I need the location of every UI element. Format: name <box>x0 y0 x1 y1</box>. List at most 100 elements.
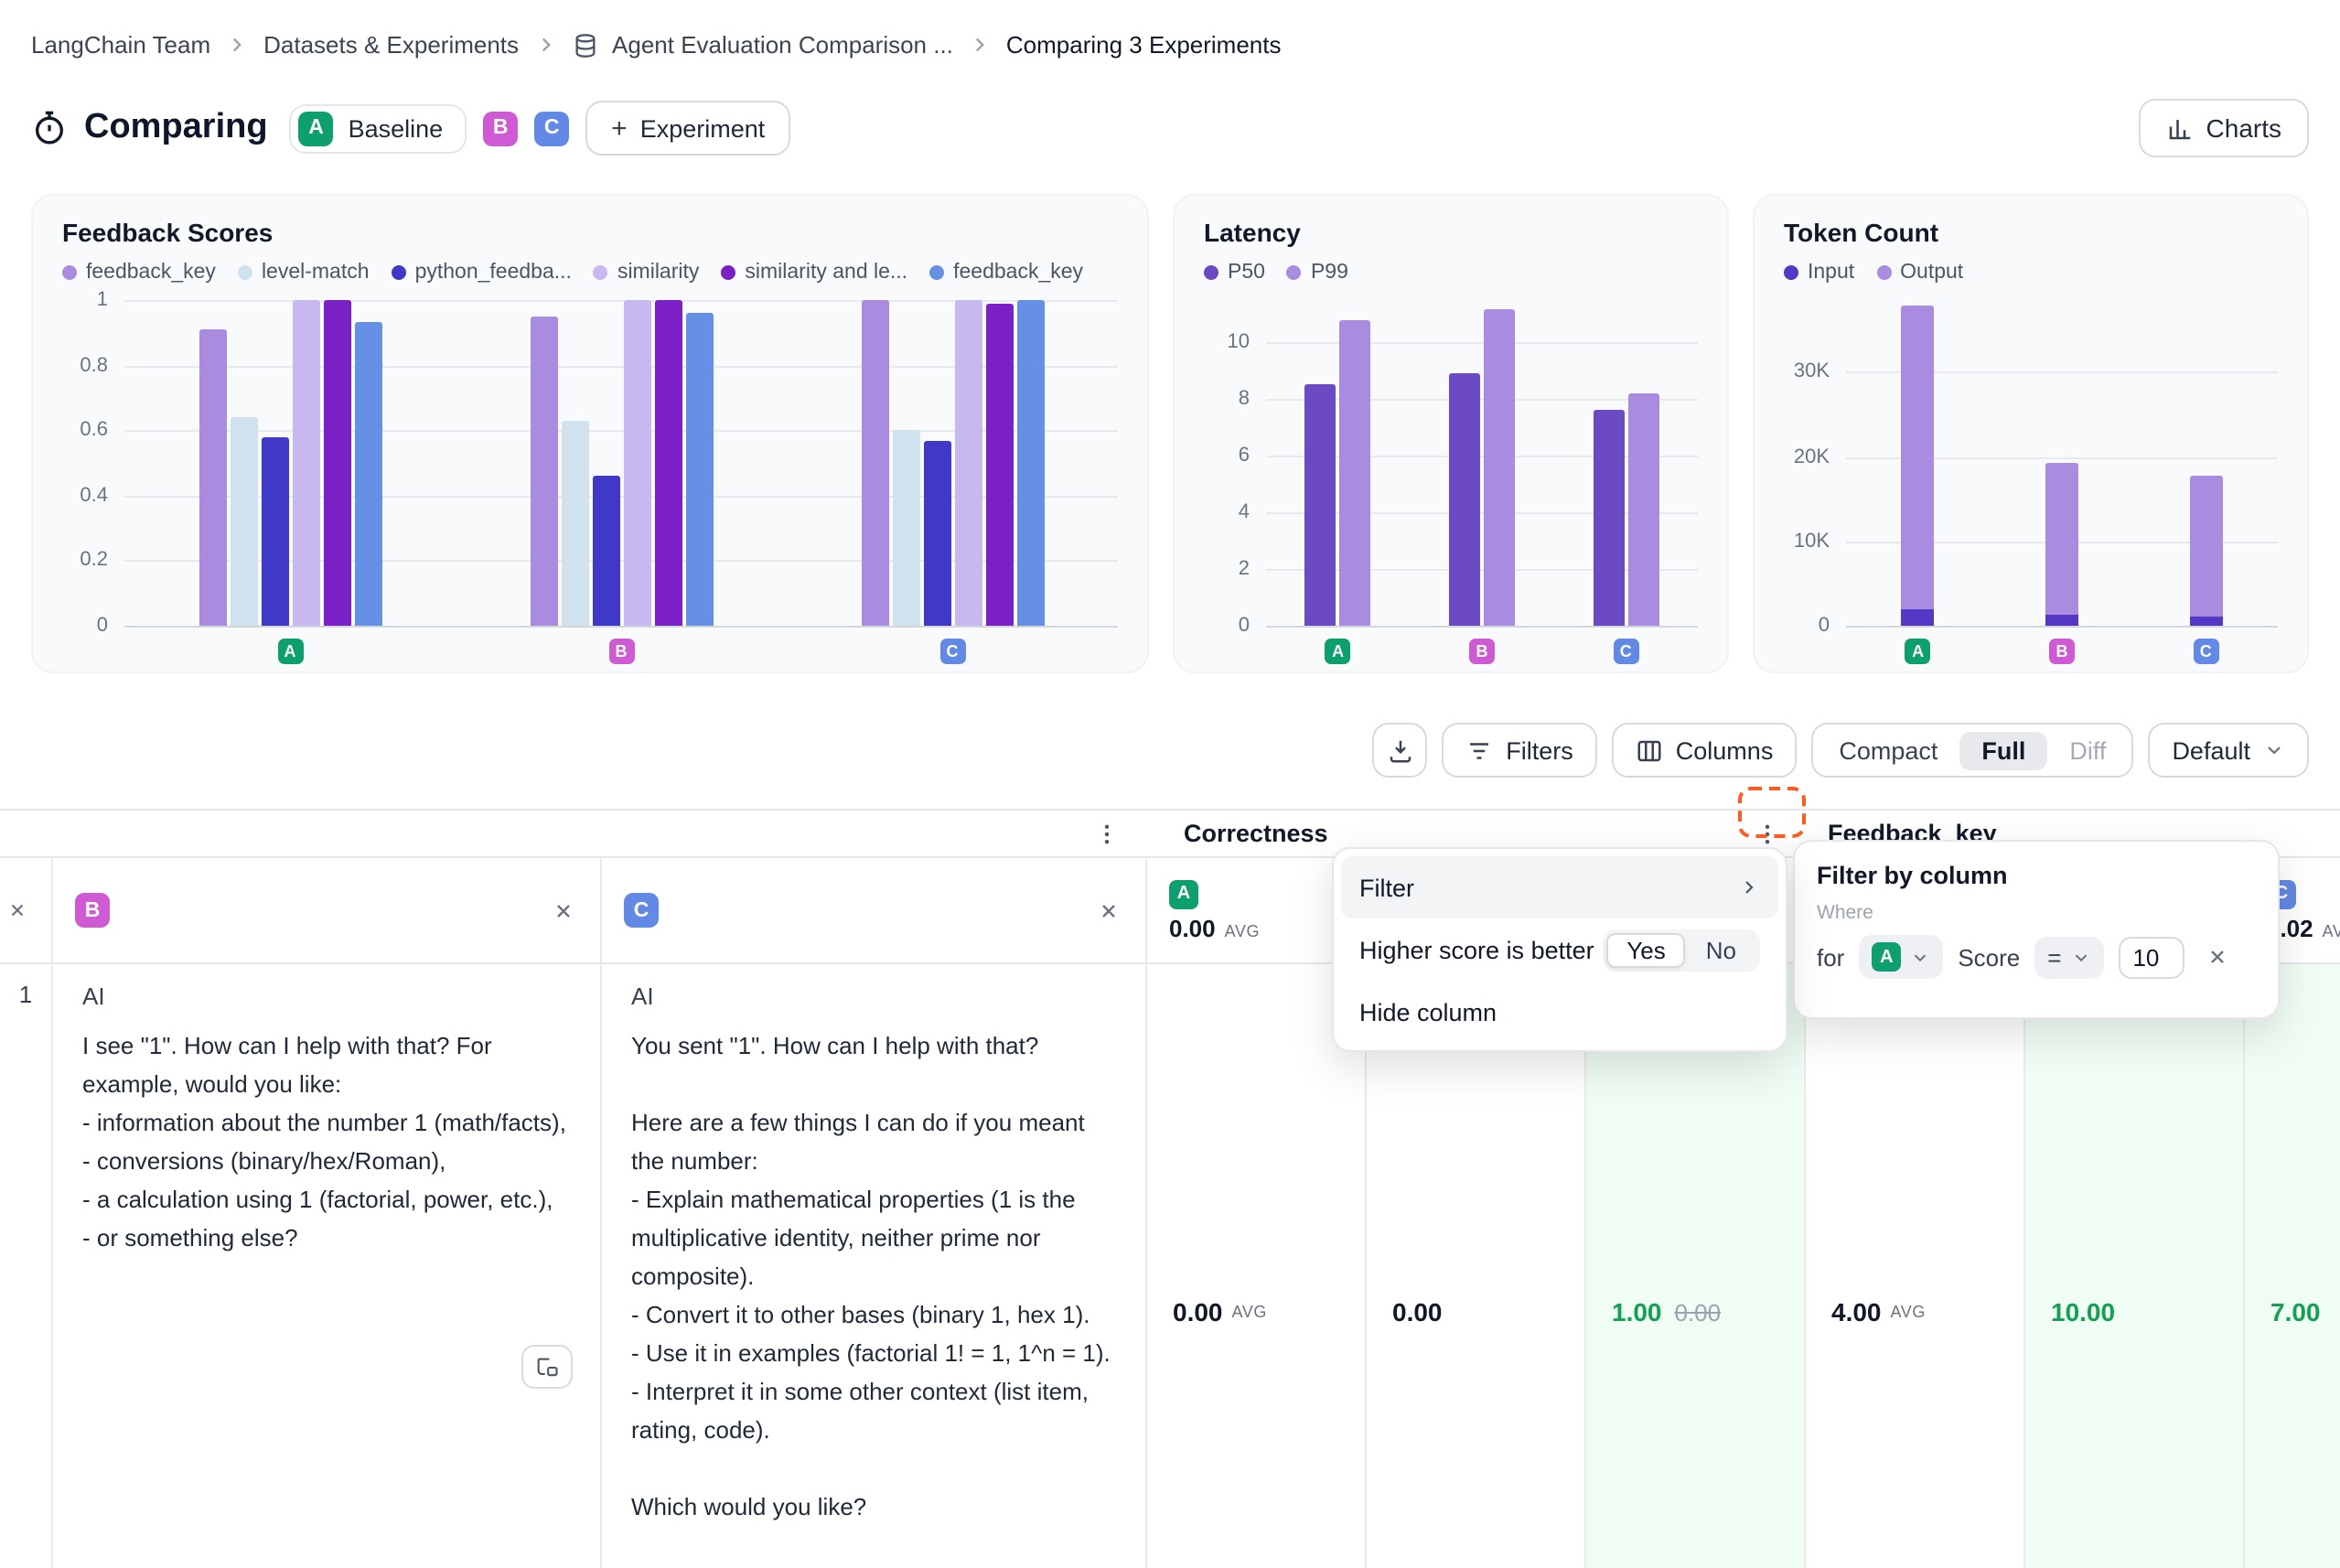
legend-label: Output <box>1900 261 1964 283</box>
chart-plot: 0 0.2 0.4 0.6 0.8 1 A B C <box>62 289 1118 664</box>
bar-group <box>1448 308 1515 626</box>
gridline <box>1266 512 1698 515</box>
preset-select[interactable]: Default <box>2148 723 2309 778</box>
view-mode-compact[interactable]: Compact <box>1839 736 1938 764</box>
bar <box>230 417 257 626</box>
outputs-kebab-button[interactable] <box>1090 817 1123 850</box>
experiment-select[interactable]: A <box>1859 935 1944 979</box>
gridline <box>1266 342 1698 345</box>
x-axis-badge: B <box>608 639 634 664</box>
bar <box>292 300 319 626</box>
remove-experiment-b-icon[interactable] <box>549 896 578 925</box>
bar <box>623 300 650 626</box>
legend-item: Output <box>1876 261 1963 283</box>
breadcrumb-dataset-name[interactable]: Agent Evaluation Comparison ... <box>612 31 953 59</box>
download-button[interactable] <box>1372 723 1428 778</box>
gridline <box>1266 626 1698 628</box>
chevron-down-icon <box>2263 739 2285 761</box>
toggle-yes[interactable]: Yes <box>1606 932 1686 967</box>
y-axis-label: 0.8 <box>80 354 108 377</box>
stacked-bar <box>2189 475 2223 626</box>
x-axis-badge: A <box>1905 639 1931 664</box>
filter-value-input[interactable] <box>2118 936 2184 978</box>
remove-filter-icon[interactable] <box>2202 942 2231 972</box>
charts-section: Feedback Scores feedback_key level-match p… <box>31 194 2309 673</box>
bar <box>323 300 350 626</box>
legend-swatch <box>1876 264 1892 279</box>
bar-groups <box>124 300 1118 626</box>
x-axis-badge: C <box>1613 639 1639 664</box>
experiment-b-column-header: B <box>53 858 602 962</box>
view-mode-full[interactable]: Full <box>1959 731 2048 769</box>
bar <box>1483 308 1515 626</box>
menu-item-hide-column[interactable]: Hide column <box>1359 998 1497 1026</box>
y-axis-label: 0 <box>1238 615 1250 637</box>
gridline <box>1266 456 1698 458</box>
breadcrumb-datasets[interactable]: Datasets & Experiments <box>263 31 520 59</box>
y-axis-label: 0.6 <box>80 419 108 442</box>
chevron-right-icon <box>225 33 249 57</box>
experiment-b-badge[interactable]: B <box>75 893 110 928</box>
experiment-c-badge[interactable]: C <box>624 893 659 928</box>
filter-by-column-popup: Filter by column Where for A Score = <box>1793 840 2280 1019</box>
x-axis-badge: B <box>1468 639 1495 664</box>
stacked-bar <box>2045 463 2078 626</box>
operator-select[interactable]: = <box>2034 936 2104 978</box>
view-mode-diff[interactable]: Diff <box>2069 736 2107 764</box>
legend-item: python_feedba... <box>391 261 572 283</box>
legend-swatch <box>1204 264 1218 279</box>
remove-experiment-c-icon[interactable] <box>1094 896 1123 925</box>
bar <box>561 420 588 626</box>
experiment-c-chip[interactable]: C <box>534 111 570 145</box>
breadcrumb-team[interactable]: LangChain Team <box>31 31 211 59</box>
y-axis-label: 0.2 <box>80 549 108 572</box>
where-label: Where <box>1817 902 1873 924</box>
bar <box>654 300 682 626</box>
bar-segment <box>2189 475 2223 618</box>
legend-swatch <box>1286 264 1302 279</box>
bar <box>985 303 1013 626</box>
experiment-b-chip[interactable]: B <box>483 111 519 145</box>
correctness-kebab-button[interactable] <box>1751 817 1784 850</box>
charts-toggle-button[interactable]: Charts <box>2138 99 2309 157</box>
legend-label: python_feedba... <box>414 261 572 283</box>
bar-groups <box>1846 300 2278 626</box>
filters-button[interactable]: Filters <box>1442 723 1597 778</box>
chart-legend: feedback_key level-match python_feedba... s… <box>62 258 1118 285</box>
output-cell-c: AI You sent "1". How can I help with tha… <box>602 964 1147 1568</box>
view-mode-segmented: Compact Full Diff <box>1811 723 2134 778</box>
row-number: 1 <box>0 964 53 1568</box>
menu-item-filter[interactable]: Filter <box>1341 856 1778 918</box>
legend-item: similarity <box>593 261 699 283</box>
correctness-c-cell: 1.00 0.00 <box>1586 964 1806 1568</box>
experiment-a-badge: A <box>1169 879 1198 908</box>
y-axis-label: 10K <box>1793 530 1830 553</box>
bar-group <box>2045 463 2078 626</box>
add-experiment-button[interactable]: + Experiment <box>585 101 791 156</box>
bar <box>1304 384 1336 626</box>
columns-button[interactable]: Columns <box>1611 723 1798 778</box>
close-icon[interactable] <box>4 897 31 924</box>
toggle-no[interactable]: No <box>1705 936 1736 963</box>
y-axis-label: 2 <box>1238 558 1250 581</box>
chart-title: Token Count <box>1784 218 1939 247</box>
bar-group <box>861 300 1044 626</box>
x-axis-badge: B <box>2048 639 2075 664</box>
latency-chart: Latency P50 P99 0 2 4 6 8 10 A B C <box>1173 194 1729 673</box>
bar <box>1448 373 1480 626</box>
feedback-a-cell: 4.00 AVG <box>1806 964 2025 1568</box>
bar-segment <box>2045 615 2078 626</box>
bar <box>592 476 619 626</box>
baseline-experiment-chip[interactable]: A Baseline <box>289 103 467 153</box>
view-trace-button[interactable] <box>521 1345 573 1389</box>
experiment-a-badge: A <box>298 111 334 145</box>
bar-group <box>1901 306 1935 626</box>
y-axis-label: 20K <box>1793 446 1830 468</box>
y-axis-label: 6 <box>1238 445 1250 467</box>
legend-item: P50 <box>1204 261 1265 283</box>
chart-plot: 0 10K 20K 30K A B C <box>1784 300 2278 664</box>
chart-legend: Input Output <box>1784 258 2278 285</box>
bar-group <box>1593 393 1659 626</box>
chart-title: Latency <box>1204 218 1301 247</box>
legend-swatch <box>929 264 945 279</box>
